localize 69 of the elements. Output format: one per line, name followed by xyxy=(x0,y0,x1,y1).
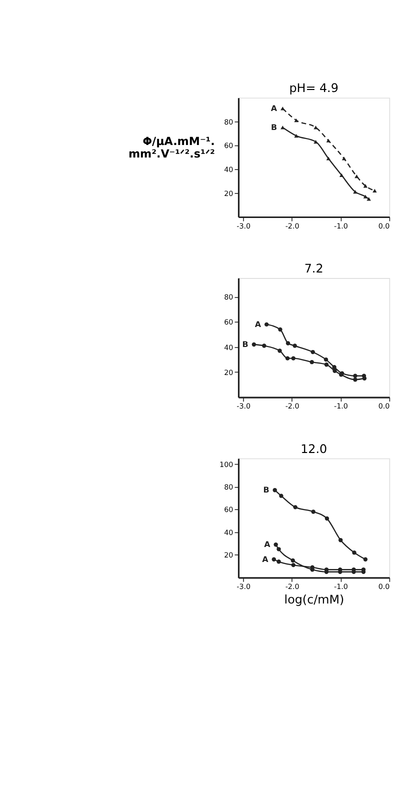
x-tick-label: -2.0 xyxy=(285,221,300,230)
series-label: B xyxy=(263,486,270,495)
x-tick-label: -3.0 xyxy=(236,221,252,230)
chart-title: pH= 4.9 xyxy=(289,81,338,96)
y-tick-label: 60 xyxy=(224,141,234,150)
chart-title: 7.2 xyxy=(304,261,324,276)
series-label: B xyxy=(242,340,248,349)
point xyxy=(310,350,315,354)
y-tick-label: 40 xyxy=(224,342,234,352)
point xyxy=(252,342,256,347)
series-label: B xyxy=(271,122,278,132)
point xyxy=(285,356,290,360)
point xyxy=(278,348,282,353)
series-label: A xyxy=(270,104,278,113)
point xyxy=(324,357,328,362)
x-axis-title: log(c/mM) xyxy=(284,592,344,606)
point xyxy=(291,356,296,360)
y-tick-label: 40 xyxy=(224,164,234,174)
y-tick-label: 20 xyxy=(224,368,234,377)
point xyxy=(353,378,358,382)
point xyxy=(353,190,358,194)
point xyxy=(262,344,266,348)
point xyxy=(292,344,297,348)
point xyxy=(280,126,285,130)
y-tick-label: 60 xyxy=(224,318,234,327)
y-tick-label: 80 xyxy=(224,292,234,302)
series-label: A xyxy=(264,540,272,550)
point xyxy=(278,327,282,332)
series-label: A xyxy=(254,320,262,329)
point xyxy=(324,362,329,367)
point xyxy=(294,134,298,138)
point xyxy=(332,364,336,370)
series-label: A xyxy=(262,554,270,564)
x-tick-label: -1.0 xyxy=(334,582,348,592)
point xyxy=(372,188,377,192)
y-tick-label: 20 xyxy=(224,188,234,198)
point xyxy=(286,341,290,346)
chart-title: 12.0 xyxy=(300,442,328,456)
y-axis-title: Φ/μA.mM⁻¹. mm².V⁻¹ᐟ².s¹ᐟ² xyxy=(128,134,216,161)
point xyxy=(326,156,331,160)
y-tick-label: 100 xyxy=(220,460,234,469)
x-tick-label: 0.0 xyxy=(378,582,390,592)
x-tick-label: 0.0 xyxy=(378,221,390,230)
point xyxy=(326,138,331,142)
point xyxy=(366,197,371,201)
x-tick-label: -1.0 xyxy=(334,402,348,411)
point xyxy=(354,174,359,178)
x-tick-label: -2.0 xyxy=(285,402,300,411)
y-tick-label: 60 xyxy=(224,505,234,514)
point xyxy=(310,360,314,364)
point xyxy=(314,126,318,130)
point xyxy=(264,322,269,327)
y-tick-label: 80 xyxy=(224,117,234,126)
y-tick-label: 80 xyxy=(224,482,234,492)
x-tick-label: -3.0 xyxy=(236,402,252,411)
point xyxy=(342,156,346,160)
x-tick-label: -1.0 xyxy=(334,221,348,230)
x-tick-label: 0.0 xyxy=(378,402,390,411)
point xyxy=(339,173,344,177)
x-tick-label: -3.0 xyxy=(236,582,252,592)
y-tick-label: 40 xyxy=(224,528,234,537)
point xyxy=(314,140,318,144)
point xyxy=(353,374,358,378)
point xyxy=(294,118,298,122)
point xyxy=(362,376,367,380)
point xyxy=(363,184,368,188)
y-tick-label: 20 xyxy=(224,550,234,560)
point xyxy=(332,368,337,373)
x-tick-label: -2.0 xyxy=(285,582,300,592)
